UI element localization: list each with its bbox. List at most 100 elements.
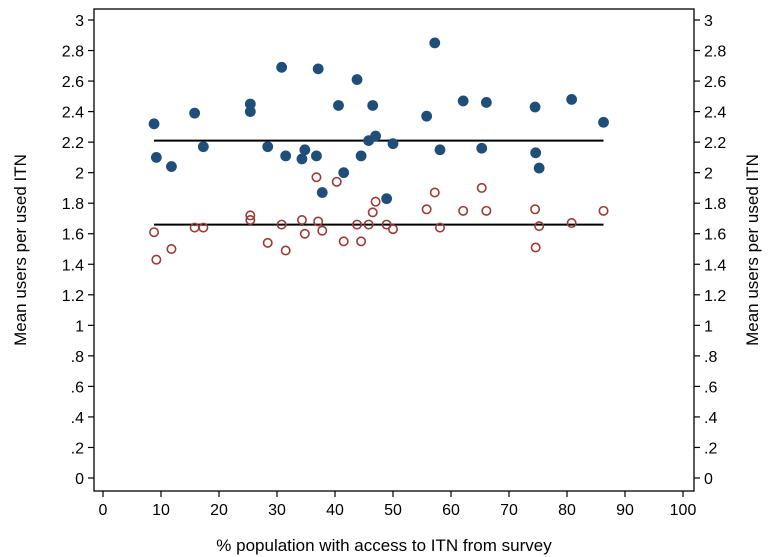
filled-point-series-1 xyxy=(387,138,399,150)
plot-area-frame xyxy=(93,8,695,492)
hollow-point-series-2 xyxy=(245,210,256,221)
y-tick-label-left: 1.8 xyxy=(62,196,84,213)
y-tick-label-left: 1 xyxy=(75,318,84,335)
hollow-point-series-2 xyxy=(458,205,469,216)
hollow-point-series-2 xyxy=(598,205,609,216)
hollow-point-series-2 xyxy=(387,224,398,235)
filled-point-series-1 xyxy=(244,106,256,117)
filled-point-series-1 xyxy=(338,167,350,179)
y-tick-label-right: 3 xyxy=(704,13,713,30)
filled-point-series-1 xyxy=(533,162,545,174)
filled-point-series-1 xyxy=(530,147,542,159)
y-tick-label-right: .4 xyxy=(704,410,717,427)
hollow-point-series-2 xyxy=(363,219,374,230)
y-tick-label-right: .2 xyxy=(704,440,717,457)
left-y-axis: 0 .2 .4 .6 .8 1 1.2 1.4 1.6 1.8 2 2.2 2.4 2.6 2.8 3 xyxy=(62,13,94,488)
hollow-point-series-2 xyxy=(151,254,162,265)
filled-point-series-1 xyxy=(166,161,177,172)
filled-point-series-1 xyxy=(598,116,609,128)
y-tick-label-left: 1.2 xyxy=(62,288,84,305)
y-tick-label-left: 2.6 xyxy=(62,74,84,91)
hollow-point-series-2 xyxy=(370,196,381,207)
y-tick-label-right: 1.6 xyxy=(704,227,726,244)
y-tick-label-right: 1 xyxy=(704,318,713,335)
y-tick-label-right: 1.2 xyxy=(704,288,726,305)
hollow-point-series-2 xyxy=(481,205,492,216)
y-tick-label-left: 2.2 xyxy=(62,135,84,152)
y-tick-label-left: .6 xyxy=(71,379,84,396)
filled-point-series-1 xyxy=(367,100,379,111)
hollow-point-series-2 xyxy=(276,219,287,230)
x-tick-label: 10 xyxy=(152,502,170,519)
filled-point-series-1 xyxy=(476,142,488,154)
filled-point-series-1 xyxy=(197,141,209,153)
hollow-point-series-2 xyxy=(198,222,209,233)
hollow-point-series-2 xyxy=(311,172,322,183)
hollow-point-series-2 xyxy=(434,222,445,233)
right-y-axis-title: Mean users per used ITN xyxy=(743,154,762,346)
filled-point-series-1 xyxy=(421,110,433,122)
filled-point-series-1 xyxy=(529,101,541,113)
filled-point-series-1 xyxy=(262,141,274,153)
hollow-point-series-2 xyxy=(296,214,307,225)
filled-point-series-1 xyxy=(434,144,446,156)
x-tick-label: 40 xyxy=(326,502,344,519)
filled-point-series-1 xyxy=(480,97,492,108)
x-tick-label: 30 xyxy=(268,502,286,519)
x-tick-label: 80 xyxy=(558,502,576,519)
hollow-point-series-2 xyxy=(149,227,160,238)
y-tick-label-right: 2.6 xyxy=(704,74,726,91)
filled-point-series-1 xyxy=(566,93,578,105)
y-tick-label-left: .4 xyxy=(71,410,84,427)
y-tick-label-right: .8 xyxy=(704,349,717,366)
hollow-point-series-2 xyxy=(530,242,541,253)
y-tick-label-left: .8 xyxy=(71,349,84,366)
filled-point-series-1 xyxy=(351,74,363,85)
hollow-point-series-2 xyxy=(429,187,440,198)
right-y-axis: 0 .2 .4 .6 .8 1 1.2 1.4 1.6 1.8 2 2.2 2.4 2.6 2.8 3 xyxy=(694,13,726,488)
filled-point-series-1 xyxy=(296,153,308,165)
x-axis: 0 10 20 30 40 50 60 70 80 90 100 xyxy=(99,491,697,519)
x-tick-label: 50 xyxy=(384,502,402,519)
hollow-point-series-2 xyxy=(352,219,363,230)
hollow-point-series-2 xyxy=(299,228,310,239)
x-tick-label: 20 xyxy=(210,502,228,519)
left-y-axis-title: Mean users per used ITN xyxy=(11,154,30,346)
series-layer xyxy=(148,37,609,265)
hollow-point-series-2 xyxy=(338,236,349,247)
y-tick-label-left: .2 xyxy=(71,440,84,457)
hollow-point-series-2 xyxy=(313,216,324,227)
hollow-point-series-2 xyxy=(421,204,432,215)
filled-point-series-1 xyxy=(312,63,324,75)
hollow-point-series-2 xyxy=(317,225,328,236)
filled-point-series-1 xyxy=(148,118,160,130)
filled-point-series-1 xyxy=(429,37,441,49)
y-tick-label-left: 3 xyxy=(75,13,84,30)
hollow-point-series-2 xyxy=(476,182,487,193)
hollow-point-series-2 xyxy=(534,221,545,232)
hollow-point-series-2 xyxy=(245,214,256,225)
y-tick-label-left: 1.4 xyxy=(62,257,84,274)
y-tick-label-left: 1.6 xyxy=(62,227,84,244)
y-tick-label-right: 0 xyxy=(704,471,713,488)
filled-point-series-1 xyxy=(457,95,469,107)
x-tick-label: 60 xyxy=(442,502,460,519)
hollow-point-series-2 xyxy=(280,245,291,256)
x-tick-label: 90 xyxy=(616,502,634,519)
y-tick-label-left: 2 xyxy=(75,166,84,183)
hollow-point-series-2 xyxy=(356,236,367,247)
x-tick-label: 70 xyxy=(500,502,518,519)
x-axis-title: % population with access to ITN from sur… xyxy=(216,536,552,555)
filled-point-series-1 xyxy=(355,150,367,162)
y-tick-label-right: 1.8 xyxy=(704,196,726,213)
filled-point-series-1 xyxy=(276,61,288,73)
x-tick-label: 100 xyxy=(670,502,697,519)
y-tick-label-right: 2.2 xyxy=(704,135,726,152)
y-tick-label-left: 2.4 xyxy=(62,105,84,122)
y-tick-label-right: 2.4 xyxy=(704,105,726,122)
y-tick-label-right: .6 xyxy=(704,379,717,396)
hollow-point-series-2 xyxy=(166,244,177,255)
hollow-point-series-2 xyxy=(381,219,392,230)
filled-point-series-1 xyxy=(370,130,382,142)
